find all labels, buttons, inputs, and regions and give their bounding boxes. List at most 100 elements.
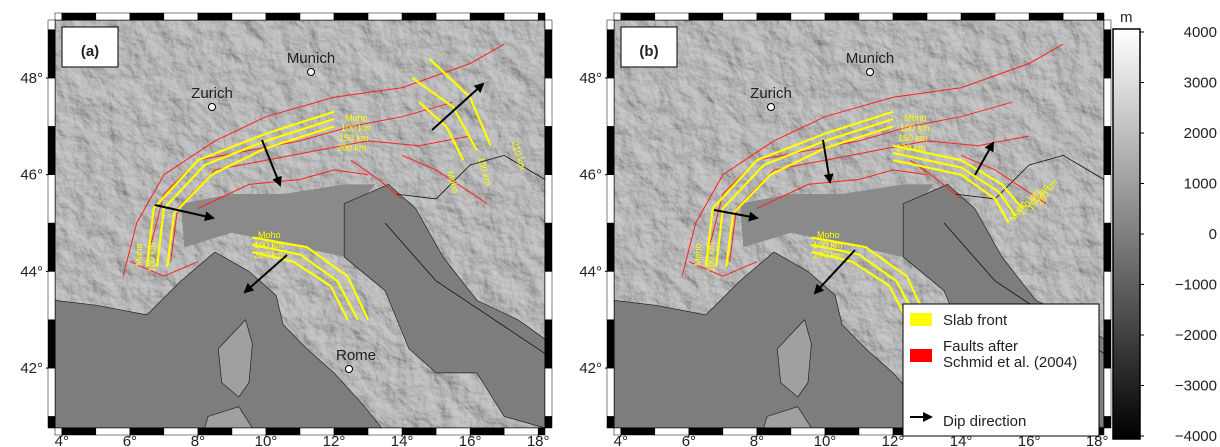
- city-label: Zurich: [750, 85, 792, 102]
- frame-segment: [55, 13, 62, 20]
- x-tick-label: 10°: [255, 433, 278, 447]
- frame-segment: [96, 13, 130, 20]
- y-tick-label: 44°: [20, 263, 43, 280]
- frame-segment: [607, 20, 614, 30]
- x-tick-label: 4°: [55, 433, 69, 447]
- slab-label: Moho: [258, 230, 281, 240]
- city-label: Zurich: [191, 85, 233, 102]
- frame-segment: [545, 30, 552, 78]
- colorbar-tick-label: −2000: [1175, 327, 1217, 344]
- frame-segment: [48, 126, 55, 174]
- frame-segment: [621, 13, 655, 20]
- city-marker: [867, 69, 874, 76]
- frame-segment: [334, 13, 368, 20]
- frame-segment: [1104, 78, 1111, 126]
- frame-segment: [859, 13, 893, 20]
- frame-segment: [607, 30, 614, 78]
- city-label: Rome: [336, 347, 376, 364]
- frame-segment: [1104, 368, 1111, 416]
- frame-segment: [130, 13, 164, 20]
- frame-segment: [995, 13, 1029, 20]
- frame-segment: [545, 271, 552, 319]
- frame-segment: [48, 175, 55, 223]
- frame-segment: [538, 13, 545, 20]
- legend-label: Faults after: [943, 338, 1018, 355]
- frame-segment: [545, 320, 552, 368]
- colorbar-tick-label: −1000: [1175, 277, 1217, 294]
- x-tick-label: 18°: [527, 433, 550, 447]
- frame-segment: [893, 13, 927, 20]
- frame-segment: [655, 13, 689, 20]
- legend-label: Schmid et al. (2004): [943, 354, 1077, 371]
- frame-segment: [198, 13, 232, 20]
- slab-label: Moho: [904, 113, 927, 123]
- frame-segment: [1104, 320, 1111, 368]
- colorbar-unit: m: [1120, 9, 1133, 26]
- frame-segment: [607, 78, 614, 126]
- frame-segment: [545, 20, 552, 30]
- frame-segment: [607, 320, 614, 368]
- frame-segment: [607, 271, 614, 319]
- colorbar-tick-label: −4000: [1175, 428, 1217, 445]
- colorbar-tick-label: 0: [1209, 226, 1217, 243]
- frame-segment: [545, 78, 552, 126]
- frame-segment: [1104, 126, 1111, 174]
- frame-segment: [300, 13, 334, 20]
- slab-label: 200 km: [254, 250, 284, 260]
- frame-segment: [1104, 30, 1111, 78]
- frame-segment: [927, 13, 961, 20]
- frame-segment: [1104, 20, 1111, 30]
- frame-segment: [1029, 13, 1063, 20]
- slab-label: 150 km: [339, 133, 369, 143]
- legend-swatch: [910, 349, 932, 362]
- slab-label: 100 km: [147, 242, 157, 272]
- slab-label: 100 km: [900, 123, 930, 133]
- frame-segment: [689, 13, 723, 20]
- frame-segment: [607, 175, 614, 223]
- slab-label: 200 km: [896, 143, 926, 153]
- y-tick-label: 44°: [579, 263, 602, 280]
- slab-label: Moho: [345, 113, 368, 123]
- frame-segment: [607, 416, 614, 428]
- frame-segment: [402, 13, 436, 20]
- frame-segment: [607, 223, 614, 271]
- frame-segment: [48, 271, 55, 319]
- frame-segment: [545, 126, 552, 174]
- frame-segment: [545, 223, 552, 271]
- x-tick-label: 6°: [123, 433, 137, 447]
- frame-segment: [723, 13, 757, 20]
- y-tick-label: 46°: [20, 167, 43, 184]
- y-tick-label: 46°: [579, 167, 602, 184]
- slab-label: 100 km: [254, 240, 284, 250]
- y-tick-label: 42°: [20, 360, 43, 377]
- frame-segment: [48, 20, 55, 30]
- x-tick-label: 14°: [391, 433, 414, 447]
- colorbar-tick-label: 1000: [1184, 176, 1217, 193]
- frame-segment: [1104, 223, 1111, 271]
- city-label: Munich: [287, 50, 335, 67]
- colorbar-tick-label: 4000: [1184, 24, 1217, 41]
- frame-segment: [1097, 13, 1104, 20]
- frame-segment: [48, 78, 55, 126]
- frame-segment: [470, 13, 504, 20]
- frame-segment: [757, 13, 791, 20]
- frame-segment: [48, 416, 55, 428]
- colorbar: [1113, 29, 1140, 439]
- slab-label: 100 km: [341, 123, 371, 133]
- x-tick-label: 12°: [323, 433, 346, 447]
- slab-label: Moho: [134, 243, 144, 266]
- frame-segment: [825, 13, 859, 20]
- slab-label: 200 km: [813, 250, 843, 260]
- frame-segment: [1063, 13, 1097, 20]
- slab-label: 100 km: [706, 242, 716, 272]
- frame-segment: [368, 13, 402, 20]
- frame-segment: [614, 13, 621, 20]
- x-tick-label: 8°: [750, 433, 764, 447]
- frame-segment: [48, 30, 55, 78]
- x-tick-label: 8°: [191, 433, 205, 447]
- frame-segment: [48, 368, 55, 416]
- frame-segment: [48, 320, 55, 368]
- frame-segment: [232, 13, 266, 20]
- frame-segment: [791, 13, 825, 20]
